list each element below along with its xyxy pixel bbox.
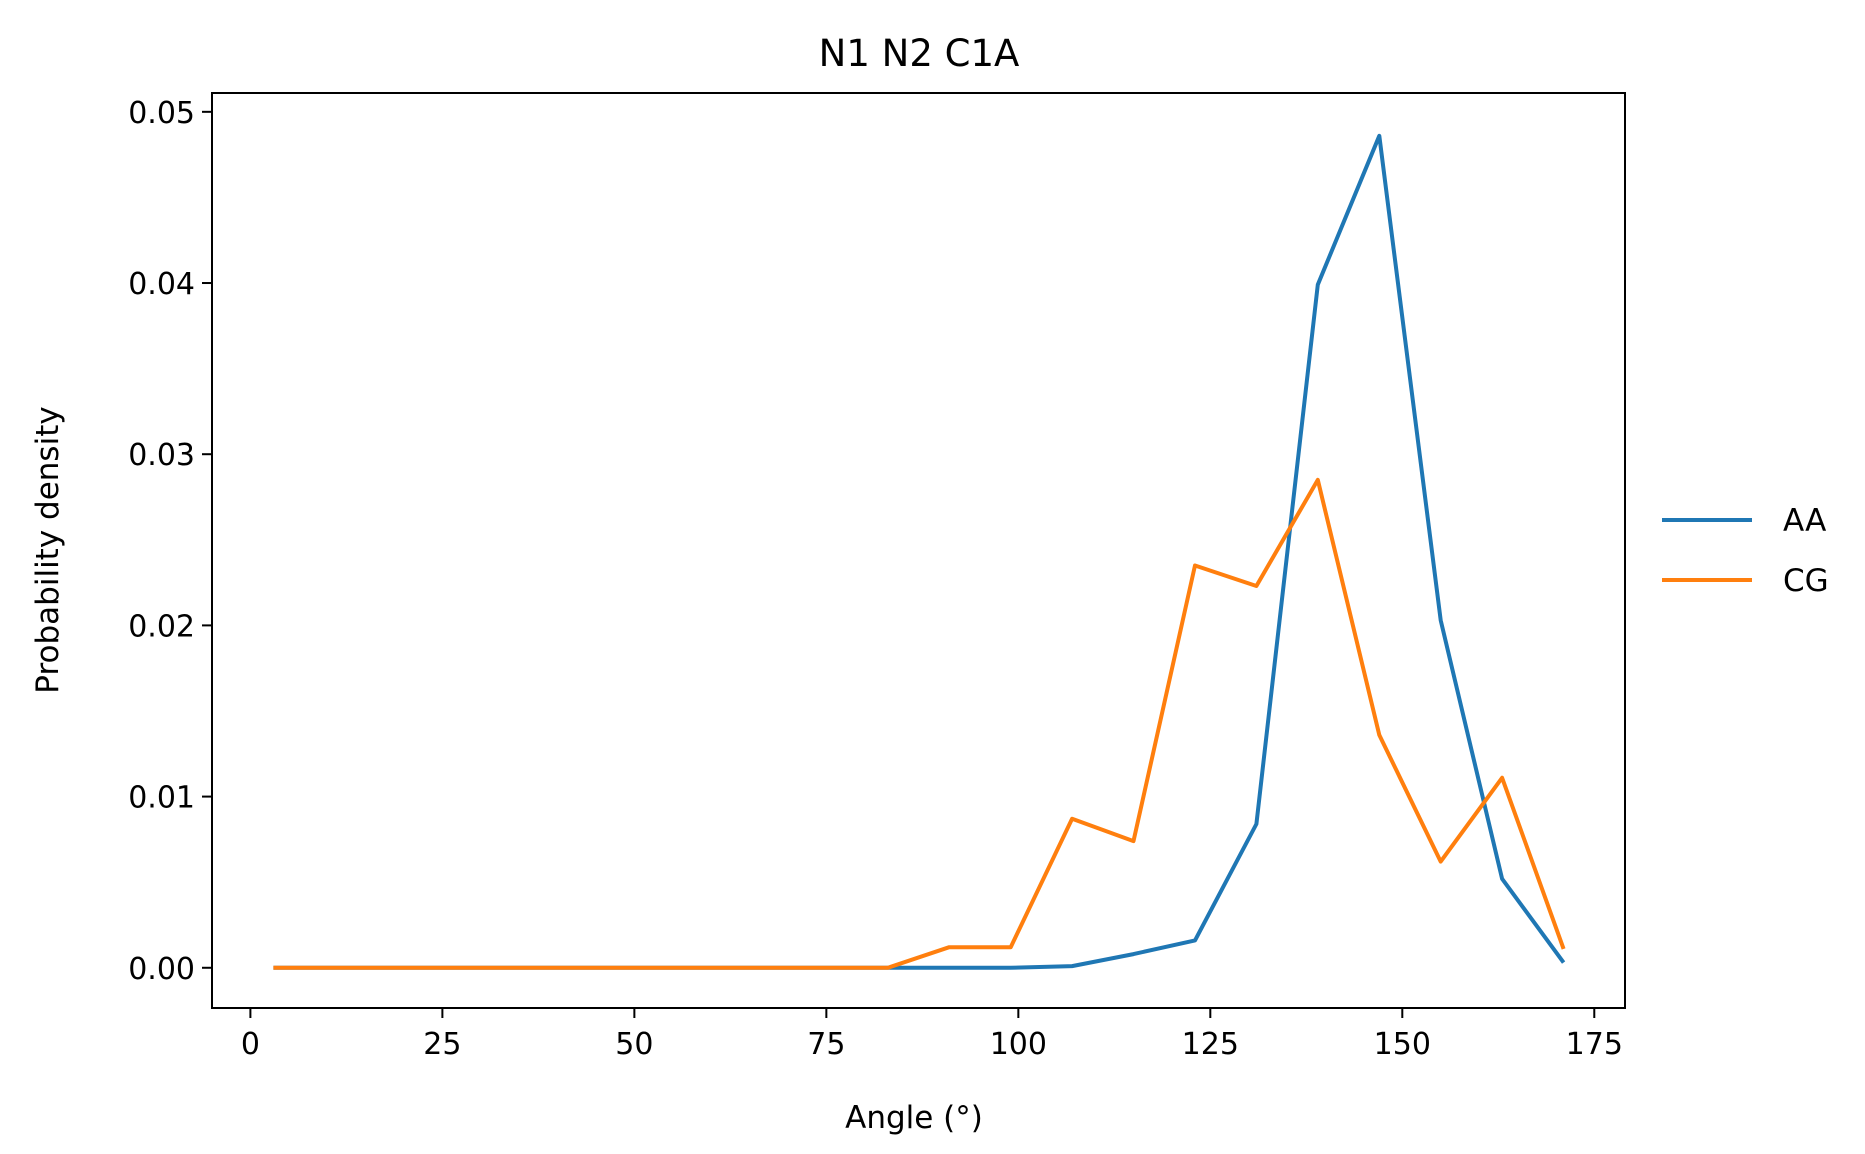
x-axis-label: Angle (°) — [845, 1100, 983, 1136]
x-tick-label: 25 — [423, 1027, 461, 1062]
x-axis-ticks: 0 25 50 75 100 125 150 175 — [241, 1008, 1623, 1062]
y-tick-label: 0.01 — [128, 781, 195, 816]
y-tick-label: 0.00 — [128, 952, 195, 987]
plot-lines — [273, 133, 1566, 970]
x-tick-label: 150 — [1374, 1027, 1431, 1062]
x-tick-label: 175 — [1566, 1027, 1623, 1062]
series-line-aa — [273, 133, 1566, 970]
y-tick-label: 0.05 — [128, 96, 195, 131]
y-axis-ticks: 0.00 0.01 0.02 0.03 0.04 0.05 — [128, 96, 212, 987]
y-tick-label: 0.02 — [128, 609, 195, 644]
x-tick-label: 50 — [615, 1027, 653, 1062]
x-tick-label: 0 — [241, 1027, 260, 1062]
legend-label-cg: CG — [1783, 563, 1829, 599]
x-tick-label: 75 — [807, 1027, 845, 1062]
y-tick-label: 0.03 — [128, 438, 195, 473]
axes-frame — [211, 92, 1626, 1009]
x-tick-label: 100 — [990, 1027, 1047, 1062]
series-line-cg — [273, 477, 1566, 970]
legend: AA CG — [1662, 503, 1829, 599]
x-tick-label: 125 — [1182, 1027, 1239, 1062]
y-axis-label: Probability density — [30, 406, 66, 693]
y-tick-label: 0.04 — [128, 267, 195, 302]
legend-label-aa: AA — [1783, 503, 1826, 539]
chart-title: N1 N2 C1A — [819, 32, 1020, 75]
